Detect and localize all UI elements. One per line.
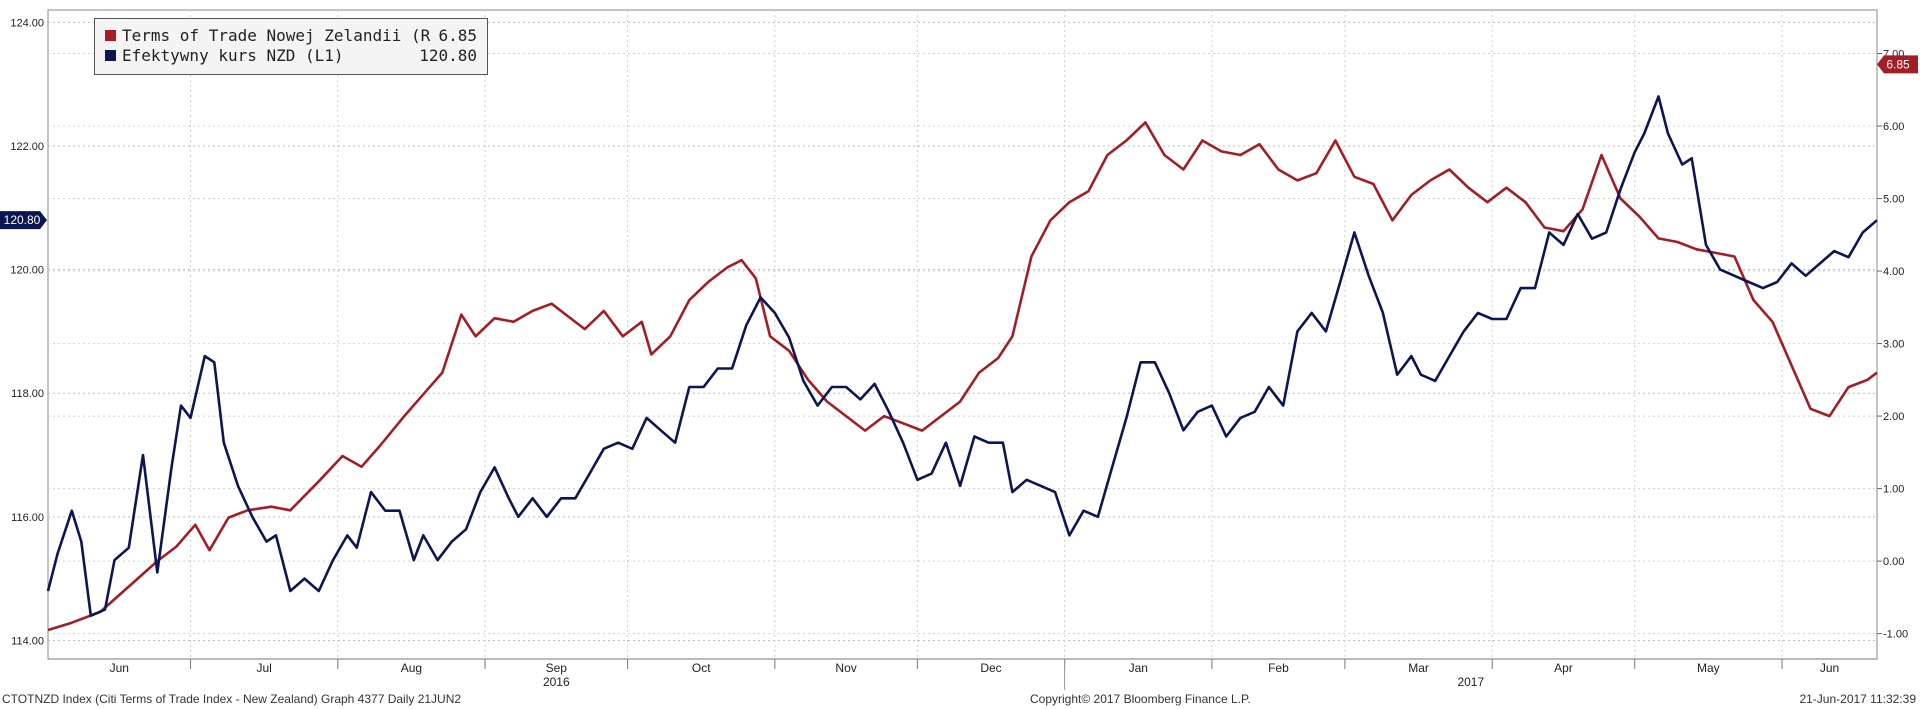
- legend-entry-terms-of-trade: Terms of Trade Nowej Zelandii (R1) 6.85: [105, 25, 477, 45]
- footer-copyright: Copyright© 2017 Bloomberg Finance L.P.: [1030, 692, 1251, 706]
- x-year-label: 2017: [1457, 675, 1484, 689]
- x-year-label: 2016: [543, 675, 570, 689]
- y-left-tick-label: 114.00: [11, 635, 44, 647]
- last-value-tag-left-text: 120.80: [4, 213, 41, 227]
- x-tick-label: Sep: [546, 661, 568, 675]
- y-left-tick-label: 118.00: [11, 388, 44, 400]
- x-tick-label: Feb: [1268, 661, 1289, 675]
- y-left-tick-label: 124.00: [10, 17, 44, 29]
- y-left-tick-label: 116.00: [11, 512, 44, 524]
- y-right-tick-label: 3.00: [1883, 339, 1904, 351]
- y-right-tick-label: 1.00: [1883, 484, 1904, 496]
- x-tick-label: Dec: [980, 661, 1001, 675]
- legend-swatch-red: [105, 29, 116, 41]
- legend-value: 120.80: [419, 45, 477, 65]
- legend-label: Efektywny kurs NZD (L1): [122, 45, 344, 65]
- footer-source: CTOTNZD Index (Citi Terms of Trade Index…: [2, 692, 462, 706]
- last-value-tag-right-text: 6.85: [1886, 57, 1910, 71]
- x-tick-label: Mar: [1408, 661, 1429, 675]
- y-right-tick-label: 0.00: [1883, 556, 1904, 568]
- x-tick-label: Jul: [256, 661, 271, 675]
- y-right-tick-label: 6.00: [1883, 121, 1904, 133]
- x-tick-label: Jan: [1129, 661, 1148, 675]
- legend-entry-nzd: Efektywny kurs NZD (L1) 120.80: [105, 45, 477, 65]
- legend-value: 6.85: [438, 25, 477, 45]
- y-right-tick-label: 2.00: [1883, 411, 1904, 423]
- legend-swatch-navy: [105, 49, 116, 61]
- y-left-tick-label: 122.00: [10, 141, 44, 153]
- x-tick-label: Jun: [110, 661, 129, 675]
- y-right-tick-label: 4.00: [1883, 266, 1904, 278]
- chart-legend: Terms of Trade Nowej Zelandii (R1) 6.85 …: [94, 18, 488, 75]
- y-right-tick-label: 5.00: [1883, 194, 1904, 206]
- x-tick-label: Jun: [1820, 661, 1839, 675]
- last-value-tag-right: [1877, 55, 1918, 74]
- x-tick-label: Oct: [692, 661, 711, 675]
- last-value-tag-left: [0, 211, 47, 230]
- y-right-tick-label: -1.00: [1883, 629, 1908, 641]
- plot-area: [47, 9, 1878, 660]
- footer-timestamp: 21-Jun-2017 11:32:39: [1799, 692, 1916, 706]
- x-tick-label: Aug: [401, 661, 422, 675]
- series-line-terms-of-trade: [47, 121, 1878, 632]
- x-tick-label: Apr: [1554, 661, 1573, 675]
- x-tick-label: May: [1697, 661, 1720, 675]
- y-left-tick-label: 120.00: [10, 265, 44, 277]
- legend-label: Terms of Trade Nowej Zelandii (R1): [122, 25, 433, 45]
- x-tick-label: Nov: [835, 661, 856, 675]
- series-line-nzd: [46, 95, 1878, 617]
